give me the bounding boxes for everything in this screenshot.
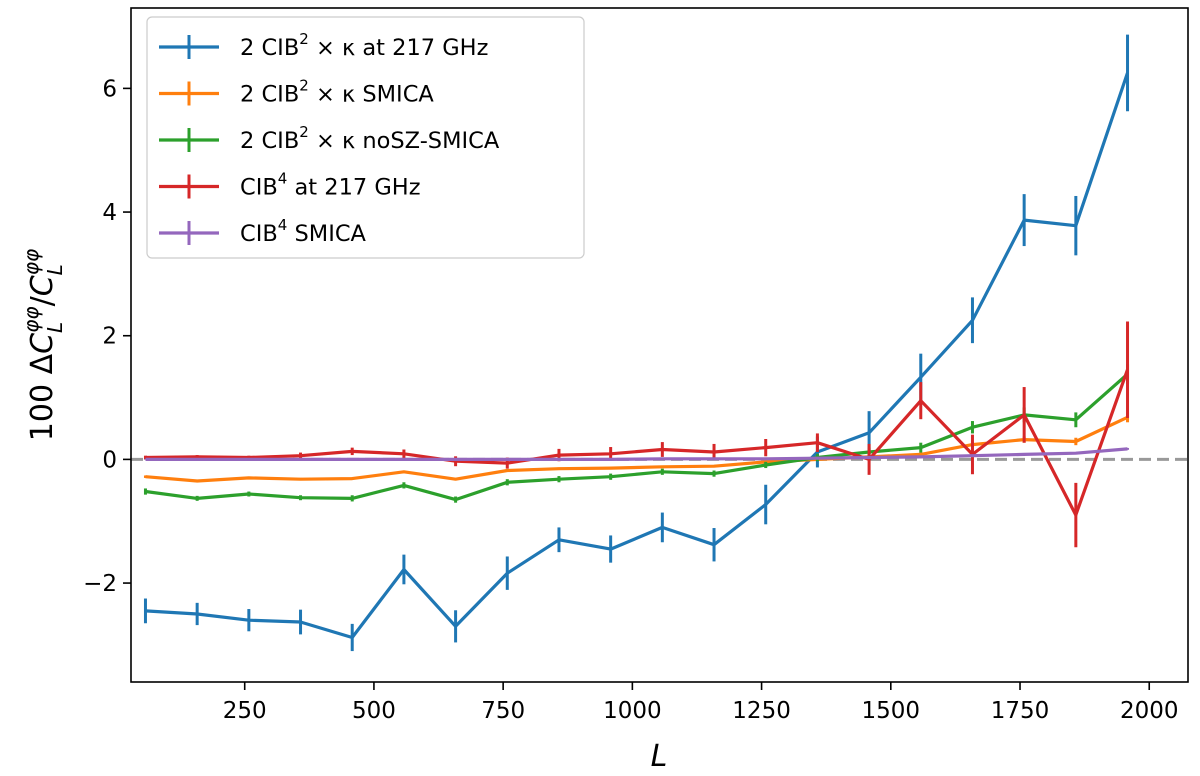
series-layer [143, 34, 1130, 652]
series-1 [143, 34, 1130, 652]
series-5 [143, 447, 1130, 461]
series-line [145, 372, 1129, 502]
series-line [145, 369, 1130, 517]
y-tick-label: 4 [102, 200, 117, 226]
series-3 [143, 364, 1130, 503]
legend-label: 2 CIB2 × κ SMICA [240, 77, 434, 108]
legend: 2 CIB2 × κ at 217 GHz 2 CIB2 × κ SMICA 2 C… [146, 16, 585, 259]
legend-label: CIB4 at 217 GHz [240, 170, 421, 201]
x-tick-label: 500 [352, 698, 396, 724]
x-tick-label: 1250 [732, 698, 791, 724]
x-tick-label: 250 [223, 698, 267, 724]
legend-box [146, 16, 585, 259]
x-tick-label: 2000 [1120, 698, 1179, 724]
legend-label: 2 CIB2 × κ at 217 GHz [240, 30, 488, 61]
legend-entry-3: 2 CIB2 × κ noSZ-SMICA [159, 123, 500, 154]
x-tick-label: 1500 [862, 698, 921, 724]
x-tick-label: 1750 [991, 698, 1050, 724]
legend-entry-4: CIB4 at 217 GHz [159, 170, 421, 201]
x-tick-label: 1000 [603, 698, 662, 724]
series-line [145, 447, 1128, 461]
legend-entry-1: 2 CIB2 × κ at 217 GHz [159, 30, 488, 61]
y-tick-label: 6 [102, 76, 117, 102]
y-axis-title: 100 ΔCLφφ/CLφφ [19, 249, 67, 441]
series-4 [143, 321, 1130, 548]
y-axis-ticks: −2 0 2 4 6 [83, 76, 131, 597]
x-axis-ticks: 250 500 750 1000 1250 1500 1750 2000 [223, 682, 1179, 724]
legend-entry-5: CIB4 SMICA [159, 216, 367, 247]
legend-label: 2 CIB2 × κ noSZ-SMICA [240, 123, 500, 154]
series-line [145, 72, 1130, 640]
x-axis-title: L [651, 739, 668, 774]
x-tick-label: 750 [481, 698, 525, 724]
y-tick-label: 0 [102, 447, 117, 473]
y-tick-label: −2 [83, 571, 117, 597]
legend-label: CIB4 SMICA [240, 216, 367, 247]
y-tick-label: 2 [102, 324, 117, 350]
legend-entry-2: 2 CIB2 × κ SMICA [159, 77, 434, 108]
plot-frame [130, 7, 1189, 683]
